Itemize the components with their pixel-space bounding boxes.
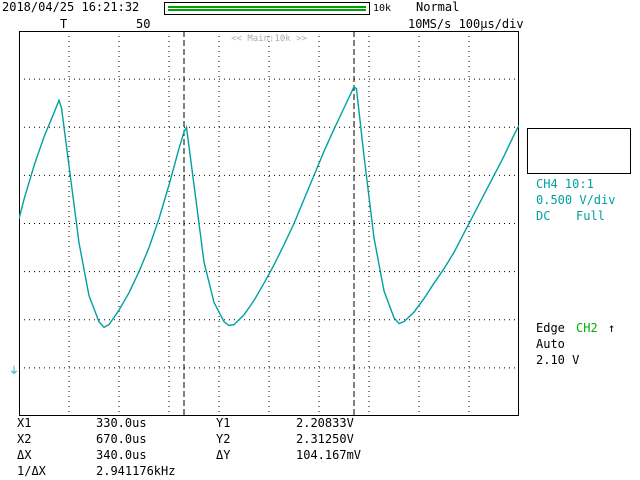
- x1-label: X1: [17, 416, 32, 430]
- trigger-position-marker-label: 50: [136, 17, 151, 31]
- dx-label: ΔX: [17, 448, 32, 462]
- ground-marker-icon: ⏚: [9, 366, 19, 377]
- channel-coupling: DC: [536, 209, 551, 223]
- dy-value: 104.167mV: [296, 448, 362, 462]
- x2-label: X2: [17, 432, 32, 446]
- ch4-waveform: [19, 85, 519, 329]
- trigger-source: CH2: [576, 321, 598, 335]
- dx-value: 340.0us: [96, 448, 147, 462]
- channel-scale: 0.500 V/div: [536, 193, 616, 207]
- channel-bandwidth: Full: [576, 209, 605, 223]
- record-length-fill: [168, 6, 366, 11]
- channel-info-box: [527, 128, 631, 174]
- datetime: 2018/04/25 16:21:32: [2, 0, 140, 14]
- timebase: 10MS/s 100µs/div: [408, 17, 524, 31]
- x-cursors[interactable]: [183, 31, 355, 416]
- record-length-bar[interactable]: [164, 2, 370, 15]
- x1-value: 330.0us: [96, 416, 147, 430]
- y2-value: 2.31250V: [296, 432, 354, 446]
- y1-label: Y1: [216, 416, 231, 430]
- inv-dx-value: 2.941176kHz: [96, 464, 176, 478]
- channel-name: CH4 10:1: [536, 177, 594, 191]
- record-length-label: 10k: [373, 3, 392, 14]
- zoom-window-label: << Main:10k >>: [231, 34, 307, 44]
- trigger-level: 2.10 V: [536, 353, 580, 367]
- graticule: [19, 31, 519, 416]
- trigger-type: Edge: [536, 321, 565, 335]
- x2-value: 670.0us: [96, 432, 147, 446]
- y2-label: Y2: [216, 432, 231, 446]
- dy-label: ΔY: [216, 448, 231, 462]
- rising-edge-icon: ↑: [608, 321, 616, 335]
- inv-dx-label: 1/ΔX: [17, 464, 46, 478]
- trigger-mode: Normal: [416, 0, 460, 14]
- waveform-display: << Main:10k >>: [19, 31, 519, 416]
- trigger-position-icon: T: [60, 17, 68, 31]
- y1-value: 2.20833V: [296, 416, 354, 430]
- trigger-mode-auto: Auto: [536, 337, 565, 351]
